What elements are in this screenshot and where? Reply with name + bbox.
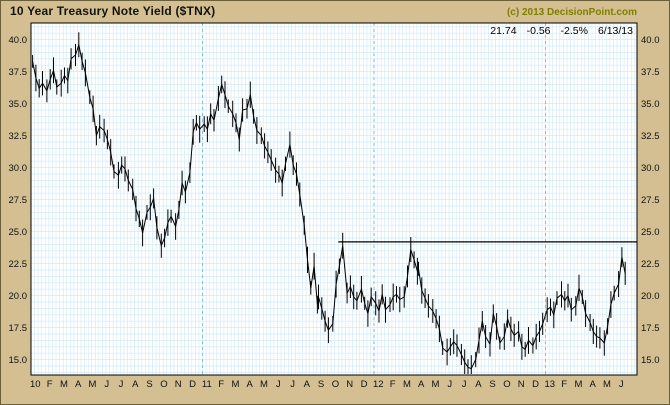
svg-text:F: F [390, 379, 396, 390]
svg-text:20.0: 20.0 [9, 291, 28, 302]
svg-text:O: O [503, 379, 510, 390]
svg-text:M: M [574, 379, 582, 390]
svg-text:D: D [189, 379, 196, 390]
svg-text:25.0: 25.0 [641, 227, 660, 238]
chart-title: 10 Year Treasury Note Yield ($TNX) [10, 4, 216, 18]
svg-text:30.0: 30.0 [9, 163, 28, 174]
svg-text:40.0: 40.0 [641, 35, 660, 46]
svg-text:A: A [304, 379, 311, 390]
svg-text:M: M [403, 379, 411, 390]
svg-text:25.0: 25.0 [9, 227, 28, 238]
svg-text:M: M [260, 379, 268, 390]
quote-last: 21.74 [490, 25, 517, 37]
svg-text:J: J [119, 379, 124, 390]
svg-text:17.5: 17.5 [9, 323, 28, 334]
svg-text:35.0: 35.0 [641, 99, 660, 110]
copyright-text: (c) 2013 DecisionPoint.com [506, 7, 637, 18]
svg-text:N: N [518, 379, 525, 390]
svg-text:17.5: 17.5 [641, 323, 660, 334]
svg-text:22.5: 22.5 [9, 259, 28, 270]
chart-header: 10 Year Treasury Note Yield ($TNX) (c) 2… [10, 4, 637, 18]
svg-text:11: 11 [202, 379, 212, 390]
svg-text:O: O [332, 379, 339, 390]
svg-text:A: A [75, 379, 82, 390]
svg-text:F: F [47, 379, 53, 390]
svg-text:40.0: 40.0 [9, 35, 28, 46]
quote-change: -0.56 [526, 25, 551, 37]
svg-text:J: J [447, 379, 452, 390]
svg-text:F: F [218, 379, 224, 390]
svg-text:S: S [489, 379, 495, 390]
svg-text:N: N [346, 379, 353, 390]
svg-text:35.0: 35.0 [9, 99, 28, 110]
quote-pct-change: -2.5% [560, 25, 588, 37]
svg-text:M: M [603, 379, 611, 390]
svg-text:37.5: 37.5 [641, 67, 660, 78]
svg-text:M: M [231, 379, 239, 390]
svg-text:M: M [60, 379, 68, 390]
svg-text:D: D [532, 379, 539, 390]
svg-text:J: J [619, 379, 624, 390]
svg-text:A: A [475, 379, 482, 390]
svg-text:J: J [276, 379, 281, 390]
svg-text:J: J [104, 379, 109, 390]
svg-text:22.5: 22.5 [641, 259, 660, 270]
svg-text:27.5: 27.5 [9, 195, 28, 206]
svg-text:M: M [432, 379, 440, 390]
svg-text:10: 10 [30, 379, 41, 390]
svg-text:27.5: 27.5 [641, 195, 660, 206]
svg-text:32.5: 32.5 [641, 131, 660, 142]
quote-date: 6/13/13 [597, 25, 633, 37]
svg-text:J: J [462, 379, 467, 390]
svg-text:S: S [318, 379, 324, 390]
svg-text:A: A [247, 379, 254, 390]
svg-text:32.5: 32.5 [9, 131, 28, 142]
svg-text:M: M [89, 379, 97, 390]
svg-text:A: A [418, 379, 425, 390]
svg-text:D: D [361, 379, 368, 390]
svg-text:12: 12 [373, 379, 384, 390]
svg-text:20.0: 20.0 [641, 291, 660, 302]
svg-text:A: A [132, 379, 139, 390]
svg-text:O: O [160, 379, 167, 390]
svg-text:30.0: 30.0 [641, 163, 660, 174]
svg-text:J: J [290, 379, 295, 390]
svg-text:15.0: 15.0 [641, 355, 660, 366]
svg-text:37.5: 37.5 [9, 67, 28, 78]
svg-text:13: 13 [545, 379, 556, 390]
svg-text:A: A [590, 379, 597, 390]
svg-text:F: F [561, 379, 567, 390]
svg-text:N: N [175, 379, 182, 390]
quote-line: 21.74 -0.56 -2.5% 6/13/13 [490, 25, 633, 37]
svg-text:S: S [146, 379, 152, 390]
svg-text:15.0: 15.0 [9, 355, 28, 366]
